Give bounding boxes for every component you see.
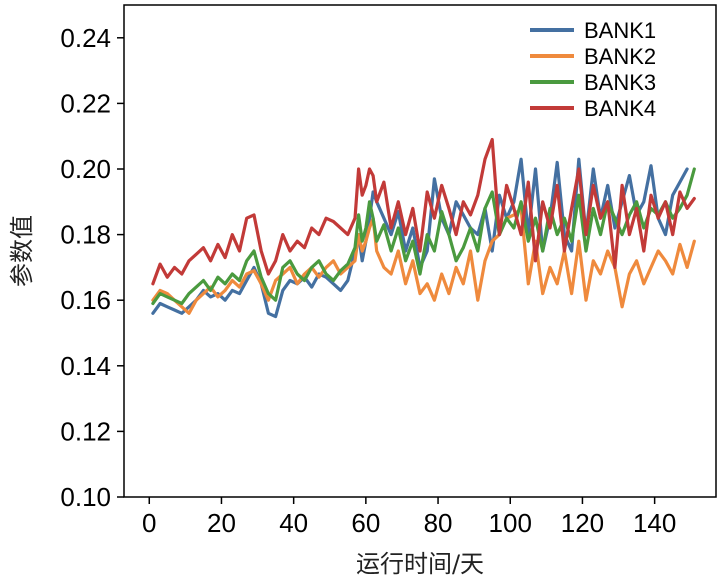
y-tick-label: 0.12 — [60, 416, 111, 446]
series-layer — [151, 137, 696, 319]
y-tick-label: 0.20 — [60, 154, 111, 184]
x-tick-label: 100 — [489, 508, 532, 538]
x-tick-label: 60 — [351, 508, 380, 538]
plot-frame — [123, 4, 717, 498]
x-axis-title: 运行时间/天 — [356, 550, 484, 578]
legend-label-bank3: BANK3 — [584, 70, 656, 95]
x-axis: 0 20 40 60 80 100 120 140 — [142, 497, 676, 538]
y-axis: 0.10 0.12 0.14 0.16 0.18 0.20 0.22 0.24 — [60, 23, 124, 512]
y-axis-title: 参数值 — [8, 215, 36, 287]
x-tick-label: 40 — [279, 508, 308, 538]
x-tick-label: 120 — [561, 508, 604, 538]
series-line-bank1 — [151, 157, 689, 319]
legend-label-bank2: BANK2 — [584, 44, 656, 69]
legend-label-bank4: BANK4 — [584, 96, 656, 121]
y-tick-label: 0.10 — [60, 482, 111, 512]
series-line-bank3 — [151, 167, 696, 306]
series-line-bank4 — [151, 137, 696, 286]
legend-label-bank1: BANK1 — [584, 18, 656, 43]
y-tick-label: 0.18 — [60, 220, 111, 250]
y-tick-label: 0.24 — [60, 23, 111, 53]
x-tick-label: 0 — [142, 508, 156, 538]
x-tick-label: 140 — [633, 508, 676, 538]
y-tick-label: 0.14 — [60, 351, 111, 381]
x-tick-label: 80 — [424, 508, 453, 538]
x-tick-label: 20 — [207, 508, 236, 538]
y-tick-label: 0.22 — [60, 88, 111, 118]
y-tick-label: 0.16 — [60, 285, 111, 315]
series-line-bank2 — [151, 206, 696, 315]
